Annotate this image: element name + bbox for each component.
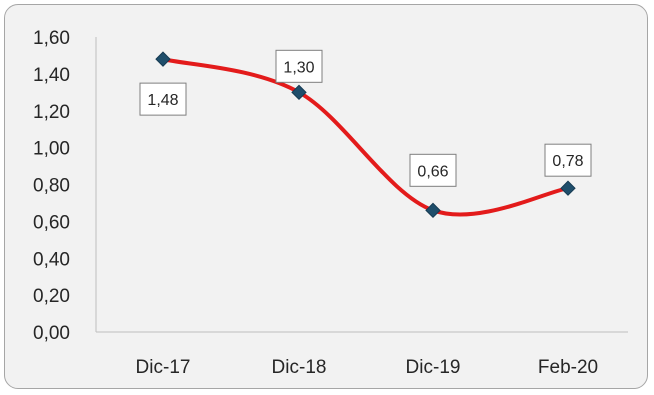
series-line: [161, 57, 570, 217]
x-tick-label: Dic-19: [406, 357, 461, 378]
y-tick-label: 1,00: [33, 139, 70, 160]
series-markers: [155, 51, 576, 219]
y-tick-label: 0,00: [33, 323, 70, 344]
y-tick-label: 1,40: [33, 65, 70, 86]
data-label-box: [409, 153, 457, 187]
x-tick-label: Dic-18: [272, 357, 327, 378]
x-tick-label: Feb-20: [538, 357, 598, 378]
x-tick-label: Dic-17: [136, 357, 191, 378]
data-label-box: [139, 82, 187, 116]
data-labels: 1,48 1,30 0,66 0,78: [139, 49, 592, 187]
data-point-marker: [425, 202, 441, 219]
y-tick-label: 0,60: [33, 212, 70, 233]
data-label-box: [275, 49, 323, 83]
data-label: 0,78: [552, 153, 583, 170]
y-tick-label: 0,20: [33, 286, 70, 307]
x-axis-tick-labels: Dic-17 Dic-18 Dic-19 Feb-20: [136, 357, 599, 378]
y-axis-tick-labels: 0,00 0,20 0,40 0,60 0,80 1,00 1,20 1,40 1,60: [33, 28, 70, 344]
y-tick-label: 0,40: [33, 249, 70, 270]
data-point-marker: [155, 51, 171, 67]
y-tick-label: 0,80: [33, 176, 70, 197]
data-point-marker: [560, 180, 576, 196]
data-point-marker: [291, 84, 307, 101]
data-label: 1,30: [283, 59, 314, 76]
y-tick-label: 1,60: [33, 28, 70, 49]
data-label: 1,48: [147, 92, 178, 109]
data-label: 0,66: [417, 163, 448, 180]
data-label-box: [544, 143, 592, 177]
y-tick-label: 1,20: [33, 102, 70, 123]
